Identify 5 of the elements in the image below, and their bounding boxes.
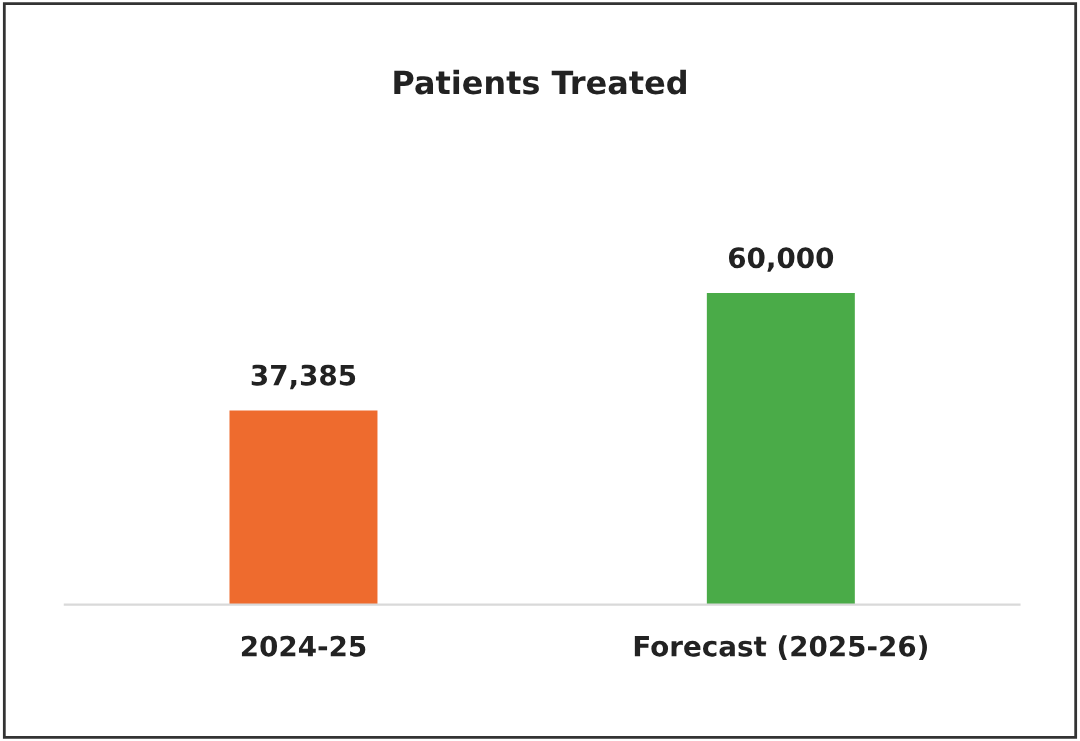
chart-title: Patients Treated <box>394 69 686 95</box>
x-tick-label: Forecast (2025-26) <box>634 635 927 660</box>
data-label: 37,385 <box>251 364 356 390</box>
x-tick-label: 2024-25 <box>241 635 366 657</box>
data-label: 60,000 <box>728 247 834 272</box>
